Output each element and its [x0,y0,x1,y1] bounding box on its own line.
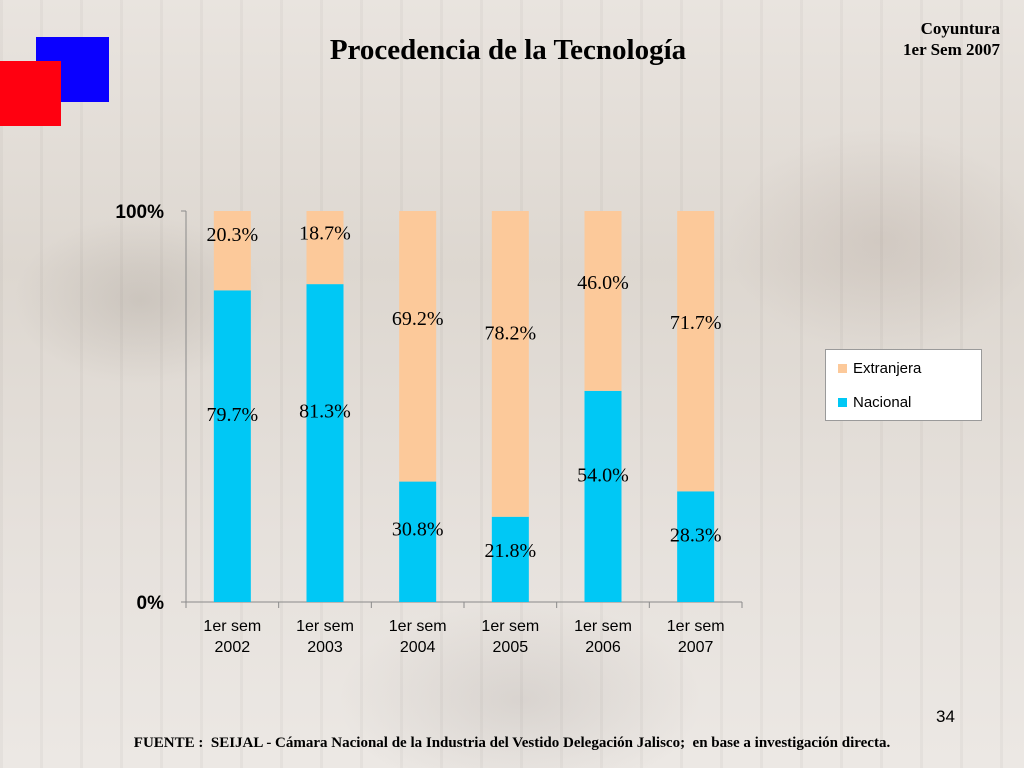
data-label-nacional: 30.8% [392,519,444,541]
y-tick-label: 0% [137,593,165,614]
bar-extranjera [584,211,622,391]
decorative-red-square [0,61,61,126]
x-tick-label: 1er sem [203,618,261,635]
legend-swatch-nacional [838,398,847,407]
bar-extranjera [306,211,344,285]
data-label-nacional: 28.3% [670,525,722,547]
data-label-nacional: 21.8% [484,540,536,562]
bar-nacional [491,516,529,602]
x-tick-label: 2004 [400,639,436,656]
bar-nacional [306,284,344,602]
x-tick-label: 2003 [307,639,343,656]
page-number: 34 [936,707,955,726]
legend-item-extranjera: Extranjera [838,360,921,377]
legend-label-extranjera: Extranjera [853,360,922,377]
chart-legend: Extranjera Nacional [825,349,982,421]
data-label-extranjera: 20.3% [206,224,258,246]
bar-extranjera [677,211,715,492]
data-label-nacional: 79.7% [206,404,258,426]
legend-item-nacional: Nacional [838,394,911,411]
x-tick-label: 2006 [585,639,621,656]
legend-swatch-extranjera [838,364,847,373]
x-tick-label: 1er sem [389,618,447,635]
bar-nacional [213,290,251,602]
bar-nacional [677,491,715,602]
data-label-extranjera: 46.0% [577,272,629,294]
x-tick-label: 1er sem [296,618,354,635]
data-label-nacional: 81.3% [299,400,351,422]
y-tick-label: 100% [115,202,164,223]
corner-caption: Coyuntura 1er Sem 2007 [903,18,1000,60]
data-label-extranjera: 78.2% [484,322,536,344]
data-label-extranjera: 71.7% [670,312,722,334]
data-label-extranjera: 69.2% [392,308,444,330]
bar-extranjera [399,211,437,482]
x-tick-label: 1er sem [667,618,725,635]
x-tick-label: 2002 [215,639,251,656]
bar-nacional [399,481,437,602]
data-label-nacional: 54.0% [577,464,629,486]
corner-line-1: Coyuntura [920,19,1000,38]
x-tick-label: 1er sem [574,618,632,635]
x-tick-label: 1er sem [481,618,539,635]
bar-extranjera [213,211,251,291]
legend-label-nacional: Nacional [853,394,912,411]
bar-nacional [584,390,622,602]
data-label-extranjera: 18.7% [299,222,351,244]
x-tick-label: 2007 [678,639,714,656]
page-title: Procedencia de la Tecnología [329,34,687,66]
bar-extranjera [491,211,529,517]
x-tick-label: 2005 [493,639,529,656]
corner-line-2: 1er Sem 2007 [903,40,1000,59]
source-note: FUENTE : SEIJAL - Cámara Nacional de la … [133,735,891,751]
